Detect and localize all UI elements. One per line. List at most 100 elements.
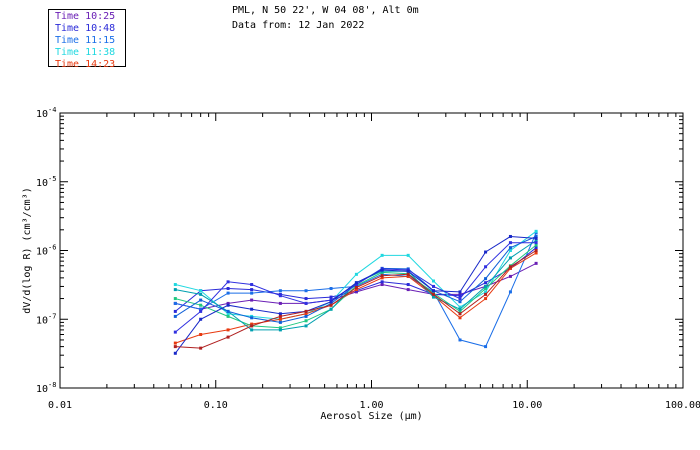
series-3-point [173,301,177,305]
series-6-point [226,314,230,318]
series-7-point [173,288,177,292]
series-9-point [173,330,177,334]
series-1-point [380,283,384,287]
y-tick-label: 10 [36,109,48,120]
series-5-point [250,322,254,326]
series-6-point [173,297,177,301]
y-tick-exponent: -7 [48,312,56,320]
series-11-point [484,292,488,296]
series-5-point [226,328,230,332]
series-5-point [304,312,308,316]
series-10-point [354,281,358,285]
y-tick-exponent: -5 [48,175,56,183]
x-axis-title: Aerosol Size (μm) [320,411,422,422]
series-4-point [199,289,203,293]
series-10-point [250,307,254,311]
data-date: Data from: 12 Jan 2022 [232,20,365,31]
series-7-point [458,307,462,311]
series-11-point [354,285,358,289]
series-7-point [199,292,203,296]
series-9-point [534,241,538,245]
series-10-point [380,268,384,272]
series-5-point [354,288,358,292]
series-3-point [458,338,462,342]
series-10-point [484,250,488,254]
series-8-point [329,301,333,305]
series-2-point [329,295,333,299]
series-5-point [406,274,410,278]
series-11-point [199,346,203,350]
plot-frame [59,112,684,389]
series-9-point [354,283,358,287]
series-2-point [534,246,538,250]
series-10-point [431,289,435,293]
legend-entry: Time 14:23 [55,59,116,70]
legend-entry: Time 10:25 [55,11,116,22]
series-5-point [534,251,538,255]
series-1-point [226,301,230,305]
series-3-point [534,231,538,235]
series-3-point [226,291,230,295]
series-9-point [329,298,333,302]
series-8-point [226,309,230,313]
series-8-point [173,314,177,318]
series-5-point [278,317,282,321]
series-1-point [250,298,254,302]
y-tick-exponent: -8 [48,381,56,389]
x-tick-label: 10.00 [512,400,542,411]
series-10-point [458,290,462,294]
series-10-point [173,351,177,355]
series-7-point [329,307,333,311]
y-axis-title: dV/d(log R) (cm³/cm³) [22,187,33,313]
series-6-point [534,243,538,247]
series-6-point [278,326,282,330]
series-10-point [199,317,203,321]
series-3-point [508,290,512,294]
y-tick-label: 10 [36,315,48,326]
series-8-point [508,246,512,250]
legend-entry: Time 11:38 [55,47,116,58]
series-11-point [508,265,512,269]
series-1-point [534,261,538,265]
series-3-point [329,287,333,291]
series-7-point [431,295,435,299]
x-tick-label: 100.00 [665,400,700,411]
y-tick-exponent: -4 [48,106,56,114]
series-8-point [534,234,538,238]
series-5-point [173,341,177,345]
series-6-point [484,287,488,291]
series-2-point [250,288,254,292]
series-11-point [458,312,462,316]
series-1-point [508,274,512,278]
series-5-point [484,297,488,301]
series-6-point [304,319,308,323]
series-2-point [173,309,177,313]
series-7-point [508,256,512,260]
y-tick-label: 10 [36,178,48,189]
series-5-point [458,316,462,320]
series-10-point [534,236,538,240]
series-4-point [406,253,410,257]
series-11-point [380,274,384,278]
series-8-point [458,300,462,304]
series-9-point [199,309,203,313]
series-5-point [380,276,384,280]
series-11-point [431,292,435,296]
series-11-point [329,303,333,307]
series-9-point [484,265,488,269]
series-3-point [199,307,203,311]
series-4-point [380,253,384,257]
series-4-point [173,283,177,287]
series-4-point [226,312,230,316]
y-tick-label: 10 [36,247,48,258]
series-11-point [304,309,308,313]
series-7-point [304,324,308,328]
series-9-point [226,280,230,284]
series-2-point [226,287,230,291]
series-10-point [278,312,282,316]
legend-entry: Time 10:48 [55,23,116,34]
series-9-point [508,241,512,245]
series-2-point [380,280,384,284]
series-8-point [250,316,254,320]
series-8-point [304,314,308,318]
